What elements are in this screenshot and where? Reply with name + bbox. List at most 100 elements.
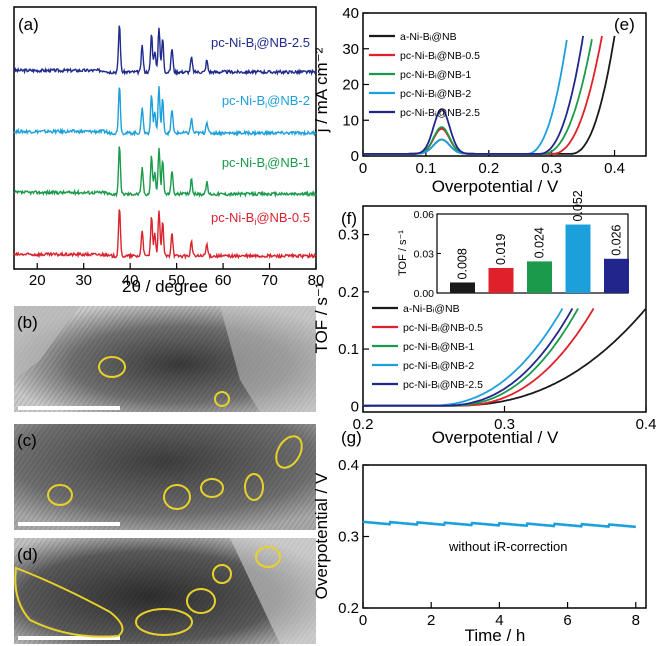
- tem-image-d: (d): [14, 538, 316, 644]
- x-tick-label: 40: [122, 272, 139, 289]
- tof-traces: [363, 307, 647, 407]
- inset-bar-label: 0.024: [533, 227, 547, 258]
- legend-label: pc-Ni-Bᵢ@NB-0.5: [403, 322, 483, 334]
- xrd-trace: [13, 209, 317, 260]
- crystal-domain-circle: [244, 473, 264, 501]
- series-label: pc-Ni-Bi@NB-0.5: [211, 210, 310, 227]
- panel-g: 0 2 4 6 8 0.2 0.3 0.4 without iR-correction (g)…: [312, 428, 647, 645]
- lsv-traces: [363, 35, 616, 155]
- annotation: without iR-correction: [448, 539, 568, 554]
- legend-label: pc-Ni-Bᵢ@NB-0.5: [400, 50, 480, 62]
- crystal-domain-circle: [212, 564, 232, 584]
- x-tick-label: 60: [215, 272, 232, 289]
- legend-label: pc-Ni-Bᵢ@NB-1: [403, 341, 474, 353]
- x-tick-label: 0.4: [636, 416, 657, 433]
- inset-bar: [565, 224, 591, 293]
- y-axis-label-f: TOF / s⁻¹: [312, 282, 331, 353]
- x-tick-label: 6: [563, 612, 571, 629]
- y-axis-label-e: j / mA cm⁻²: [312, 47, 331, 133]
- legend-label: pc-Ni-Bᵢ@NB-2: [403, 360, 474, 372]
- x-axis-label-e: Overpotential / V: [432, 177, 559, 196]
- xrd-traces: [13, 25, 317, 260]
- x-tick-label: 8: [632, 612, 640, 629]
- y-tick-label: 0.2: [338, 284, 359, 301]
- tem-image-b: (b): [14, 306, 316, 412]
- legend-f: a-Ni-Bᵢ@NB pc-Ni-Bᵢ@NB-0.5 pc-Ni-Bᵢ@NB-1 pc…: [372, 303, 483, 391]
- x-tick-label: 2: [427, 612, 435, 629]
- panel-label-b: (b): [17, 313, 38, 332]
- x-tick-label: 0.4: [604, 160, 625, 177]
- inset-bar-label: 0.019: [494, 234, 508, 265]
- scale-bar: [18, 636, 120, 640]
- crystal-domain-circle: [214, 391, 230, 407]
- y-axis-label-g: Overpotential / V: [312, 472, 331, 599]
- legend-e: a-Ni-Bᵢ@NB pc-Ni-Bᵢ@NB-0.5 pc-Ni-Bᵢ@NB-1 pc…: [369, 31, 480, 119]
- overpotential-trace: [362, 520, 636, 529]
- y-tick-label: 0.1: [338, 341, 359, 358]
- plot-frame-a: [13, 6, 317, 270]
- plot-frame-g: [362, 464, 647, 609]
- y-tick-label: 40: [342, 5, 359, 22]
- x-tick-label: 20: [29, 272, 46, 289]
- tof-curve: [363, 307, 574, 407]
- inset-bar: [527, 261, 552, 293]
- series-label: pc-Ni-Bi@NB-1: [222, 155, 310, 172]
- inset-y-tick-label: 0.06: [414, 209, 435, 221]
- panel-label-g: (g): [341, 428, 362, 447]
- x-tick-label: 0.3: [494, 416, 515, 433]
- panel-label-f: (f): [341, 209, 357, 228]
- legend-label: pc-Ni-Bᵢ@NB-2: [400, 88, 471, 100]
- panel-label-e: (e): [614, 15, 635, 34]
- legend-label: a-Ni-Bᵢ@NB: [403, 303, 460, 315]
- y-tick-label: 20: [342, 77, 359, 94]
- inset-bar-label: 0.052: [571, 190, 585, 221]
- crystal-domain-circle: [275, 435, 303, 469]
- panel-label-c: (c): [17, 431, 37, 450]
- x-tick-label: 4: [495, 612, 503, 629]
- x-tick-label: 50: [168, 272, 185, 289]
- legend-label: pc-Ni-Bᵢ@NB-2.5: [400, 107, 480, 119]
- x-axis-label-a: 2θ / degree: [122, 277, 208, 296]
- y-tick-label: 0.4: [338, 457, 359, 474]
- y-tick-label: 10: [342, 112, 359, 129]
- inset-bar-label: 0.008: [456, 248, 470, 279]
- stability-trace: [362, 520, 636, 529]
- x-tick-label: 0.1: [415, 160, 436, 177]
- xrd-trace: [13, 25, 317, 77]
- legend-label: pc-Ni-Bᵢ@NB-1: [400, 69, 471, 81]
- xrd-trace: [13, 86, 317, 137]
- x-axis-label-f: Overpotential / V: [432, 428, 559, 447]
- crystal-domain-circle: [135, 608, 193, 636]
- x-tick-label: 0: [359, 612, 367, 629]
- x-axis-label-g: Time / h: [465, 626, 526, 645]
- x-tick-label: 70: [261, 272, 278, 289]
- inset-bar: [604, 258, 629, 293]
- y-tick-label: 30: [342, 41, 359, 58]
- panel-e: 0 0.1 0.2 0.3 0.4 0 10 20 30 40 a-Ni-Bᵢ@NB pc-Ni-B…: [312, 5, 647, 196]
- scale-bar: [18, 522, 120, 526]
- crystal-domain-circle: [98, 356, 126, 378]
- crystal-domain-circle: [163, 484, 191, 510]
- series-label: pc-Ni-Bi@NB-2: [222, 93, 310, 110]
- x-tick-label: 30: [75, 272, 92, 289]
- inset-bar: [450, 282, 475, 293]
- tof-inset-bar-chart: 0.00 0.03 0.06 0.008 0.019 0.024 0.052 0.026 TO…: [397, 190, 629, 300]
- y-tick-label: 0.3: [338, 227, 359, 244]
- x-tick-label: 0.3: [541, 160, 562, 177]
- panel-f: 0.2 0.3 0.4 0 0.1 0.2 0.3 a-Ni-Bᵢ@NB pc-Ni-Bᵢ@N…: [312, 190, 656, 447]
- panel-a: pc-Ni-Bi@NB-2.5 pc-Ni-Bi@NB-2 pc-Ni-Bi@NB-…: [13, 6, 324, 296]
- lsv-curve: [363, 35, 603, 155]
- x-tick-label: 0.2: [478, 160, 499, 177]
- y-tick-label: 0: [351, 398, 359, 415]
- series-label: pc-Ni-Bi@NB-2.5: [211, 35, 310, 52]
- x-tick-label: 0.2: [353, 416, 374, 433]
- crystal-domain-circle: [255, 546, 281, 568]
- x-tick-label: 0: [359, 160, 367, 177]
- xrd-trace: [13, 146, 317, 199]
- inset-y-axis-label: TOF / s⁻¹: [397, 230, 409, 276]
- crystal-domain-outline: [14, 566, 124, 638]
- y-tick-label: 0.2: [338, 600, 359, 617]
- tem-image-c: (c): [14, 424, 316, 530]
- lsv-curve: [363, 35, 584, 155]
